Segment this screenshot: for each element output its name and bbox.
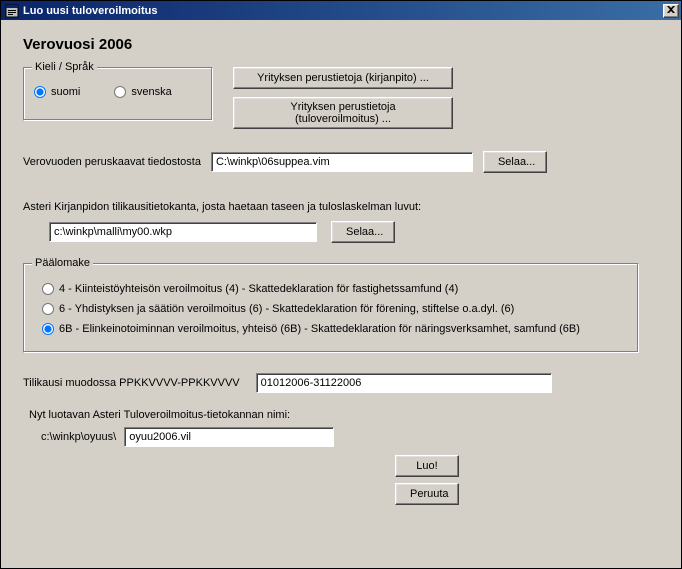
path-input[interactable] <box>211 152 473 172</box>
db-browse-button[interactable]: Selaa... <box>331 221 395 243</box>
language-option-sv[interactable]: svenska <box>114 86 171 98</box>
mainform-option-label: 6B - Elinkeinotoiminnan veroilmoitus, yh… <box>59 323 580 335</box>
radio-sv[interactable] <box>114 86 126 98</box>
radio-mainform-6[interactable] <box>42 303 54 315</box>
language-option-label: suomi <box>51 86 80 98</box>
path-label: Verovuoden peruskaavat tiedostosta <box>23 156 201 168</box>
db-label: Asteri Kirjanpidon tilikausitietokanta, … <box>23 201 421 213</box>
tilikausi-label: Tilikausi muodossa PPKKVVVV-PPKKVVVV <box>23 377 240 389</box>
mainform-option-4[interactable]: 4 - Kiinteistöyhteisön veroilmoitus (4) … <box>42 283 620 295</box>
form-icon <box>5 4 19 18</box>
titlebar: Luo uusi tuloveroilmoitus <box>1 1 681 20</box>
mainform-option-6[interactable]: 6 - Yhdistyksen ja säätiön veroilmoitus … <box>42 303 620 315</box>
output-label: Nyt luotavan Asteri Tuloveroilmoitus-tie… <box>29 409 290 421</box>
close-button[interactable] <box>663 4 679 18</box>
create-button[interactable]: Luo! <box>395 455 459 477</box>
path-browse-button[interactable]: Selaa... <box>483 151 547 173</box>
db-input[interactable] <box>49 222 317 242</box>
language-option-label: svenska <box>131 86 171 98</box>
mainform-option-label: 4 - Kiinteistöyhteisön veroilmoitus (4) … <box>59 283 458 295</box>
language-legend: Kieli / Språk <box>32 61 97 73</box>
mainform-option-6b[interactable]: 6B - Elinkeinotoiminnan veroilmoitus, yh… <box>42 323 620 335</box>
radio-mainform-4[interactable] <box>42 283 54 295</box>
page-title: Verovuosi 2006 <box>23 36 659 53</box>
language-groupbox: Kieli / Språk suomi svenska <box>23 67 213 121</box>
window-title: Luo uusi tuloveroilmoitus <box>23 5 663 17</box>
window: Luo uusi tuloveroilmoitus Verovuosi 2006… <box>0 0 682 569</box>
cancel-button[interactable]: Peruuta <box>395 483 459 505</box>
language-option-fi[interactable]: suomi <box>34 86 80 98</box>
tilikausi-input[interactable] <box>256 373 552 393</box>
client-area: Verovuosi 2006 Kieli / Språk suomi svens… <box>1 20 681 568</box>
radio-fi[interactable] <box>34 86 46 98</box>
radio-mainform-6b[interactable] <box>42 323 54 335</box>
company-info-accounting-button[interactable]: Yrityksen perustietoja (kirjanpito) ... <box>233 67 453 89</box>
output-input[interactable] <box>124 427 334 447</box>
company-info-tax-button[interactable]: Yrityksen perustietoja (tuloveroilmoitus… <box>233 97 453 129</box>
mainform-legend: Päälomake <box>32 257 93 269</box>
mainform-groupbox: Päälomake 4 - Kiinteistöyhteisön veroilm… <box>23 263 639 353</box>
mainform-option-label: 6 - Yhdistyksen ja säätiön veroilmoitus … <box>59 303 514 315</box>
output-prefix: c:\winkp\oyuus\ <box>41 431 116 443</box>
